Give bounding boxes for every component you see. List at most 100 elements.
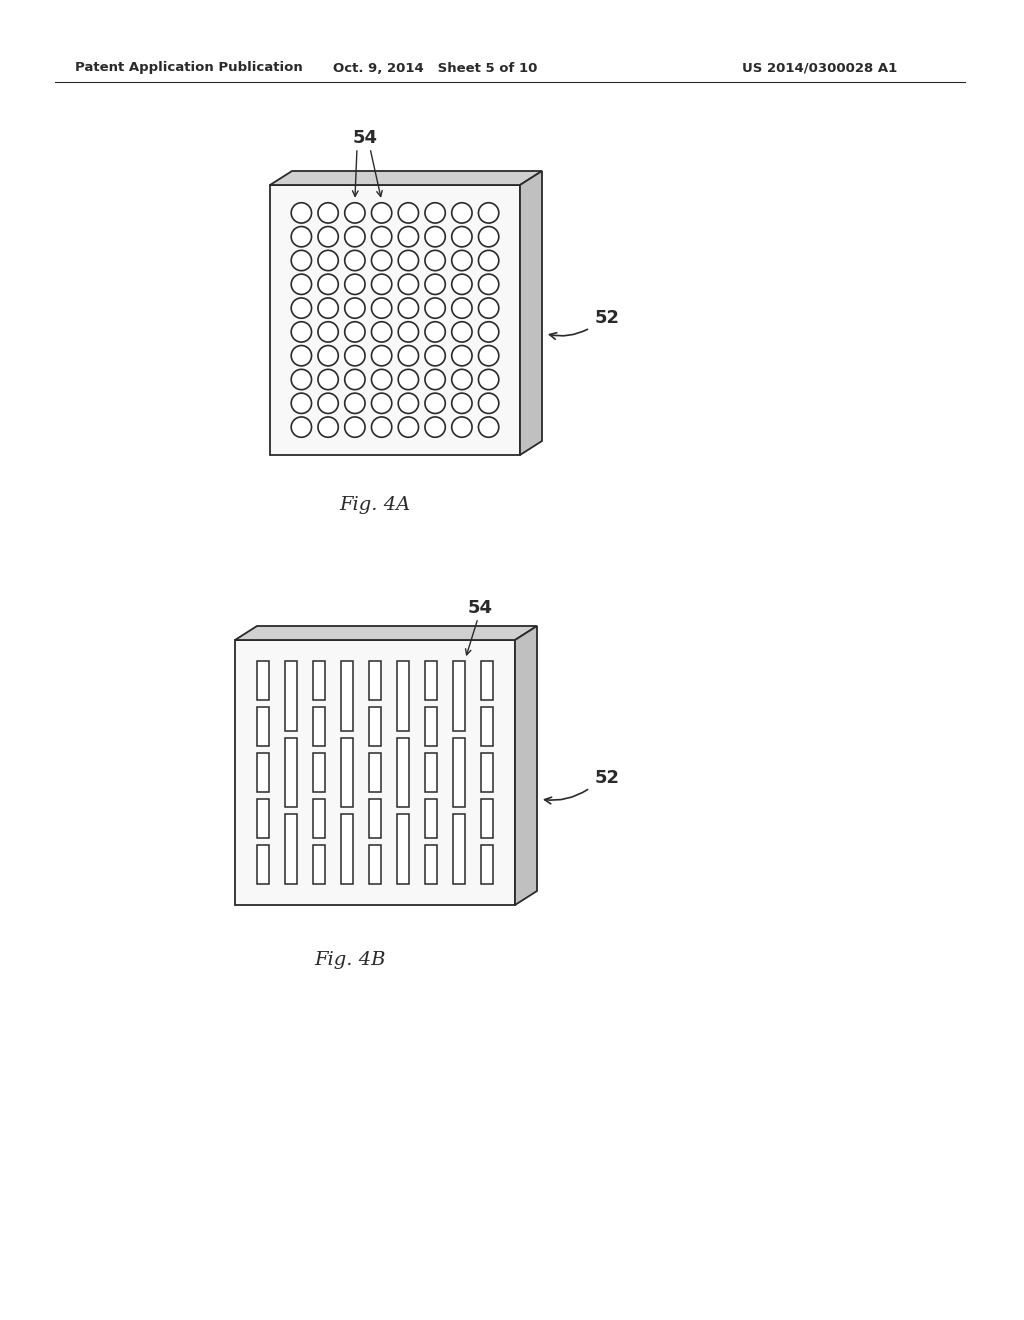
Circle shape [345,298,365,318]
Bar [425,661,437,700]
Bar [453,814,465,884]
Bar [257,799,269,838]
Circle shape [452,251,472,271]
Bar [425,845,437,884]
Circle shape [372,275,392,294]
Circle shape [291,227,311,247]
Circle shape [291,251,311,271]
Circle shape [398,322,419,342]
Circle shape [452,298,472,318]
Circle shape [345,393,365,413]
Bar [480,845,494,884]
Circle shape [291,417,311,437]
Bar [312,845,326,884]
Circle shape [398,275,419,294]
Circle shape [345,227,365,247]
Bar [369,708,381,746]
Bar [453,738,465,808]
Circle shape [291,322,311,342]
Circle shape [318,393,338,413]
Circle shape [291,346,311,366]
Circle shape [452,370,472,389]
Bar [369,752,381,792]
Circle shape [452,346,472,366]
Circle shape [425,393,445,413]
Polygon shape [234,640,515,906]
Circle shape [318,370,338,389]
Circle shape [318,322,338,342]
Circle shape [425,203,445,223]
Bar [285,661,297,731]
Circle shape [398,251,419,271]
Circle shape [318,203,338,223]
Circle shape [398,393,419,413]
Bar [341,661,353,731]
Circle shape [425,346,445,366]
Circle shape [425,275,445,294]
Circle shape [452,322,472,342]
Text: US 2014/0300028 A1: US 2014/0300028 A1 [742,62,898,74]
Circle shape [452,417,472,437]
Circle shape [478,346,499,366]
Circle shape [318,417,338,437]
Circle shape [478,275,499,294]
Circle shape [478,370,499,389]
Bar [312,708,326,746]
Circle shape [372,227,392,247]
Bar [257,661,269,700]
Text: 54: 54 [352,129,378,147]
Circle shape [425,417,445,437]
Circle shape [318,251,338,271]
Bar [312,661,326,700]
Circle shape [425,322,445,342]
Text: Oct. 9, 2014   Sheet 5 of 10: Oct. 9, 2014 Sheet 5 of 10 [333,62,538,74]
Circle shape [345,322,365,342]
Text: 52: 52 [595,309,620,327]
Circle shape [452,275,472,294]
Bar [257,708,269,746]
Circle shape [478,298,499,318]
Bar [453,661,465,731]
Circle shape [398,298,419,318]
Circle shape [478,227,499,247]
Bar [425,799,437,838]
Bar [341,738,353,808]
Bar [312,752,326,792]
Text: Fig. 4B: Fig. 4B [314,950,386,969]
Bar [341,814,353,884]
Circle shape [372,346,392,366]
Polygon shape [520,172,542,455]
Circle shape [372,417,392,437]
Bar [257,752,269,792]
Polygon shape [515,626,537,906]
Circle shape [291,298,311,318]
Bar [425,708,437,746]
Circle shape [398,227,419,247]
Circle shape [452,203,472,223]
Circle shape [398,417,419,437]
Polygon shape [270,172,542,185]
Bar [285,814,297,884]
Bar [312,799,326,838]
Circle shape [425,370,445,389]
Circle shape [398,346,419,366]
Circle shape [345,417,365,437]
Polygon shape [234,626,537,640]
Circle shape [478,251,499,271]
Circle shape [398,370,419,389]
Bar [480,752,494,792]
Circle shape [318,275,338,294]
Bar [369,661,381,700]
Circle shape [478,322,499,342]
Circle shape [291,393,311,413]
Bar [480,708,494,746]
Circle shape [372,251,392,271]
Bar [257,845,269,884]
Circle shape [345,275,365,294]
Circle shape [372,370,392,389]
Circle shape [291,275,311,294]
Bar [480,799,494,838]
Circle shape [345,203,365,223]
Circle shape [425,298,445,318]
Bar [369,845,381,884]
